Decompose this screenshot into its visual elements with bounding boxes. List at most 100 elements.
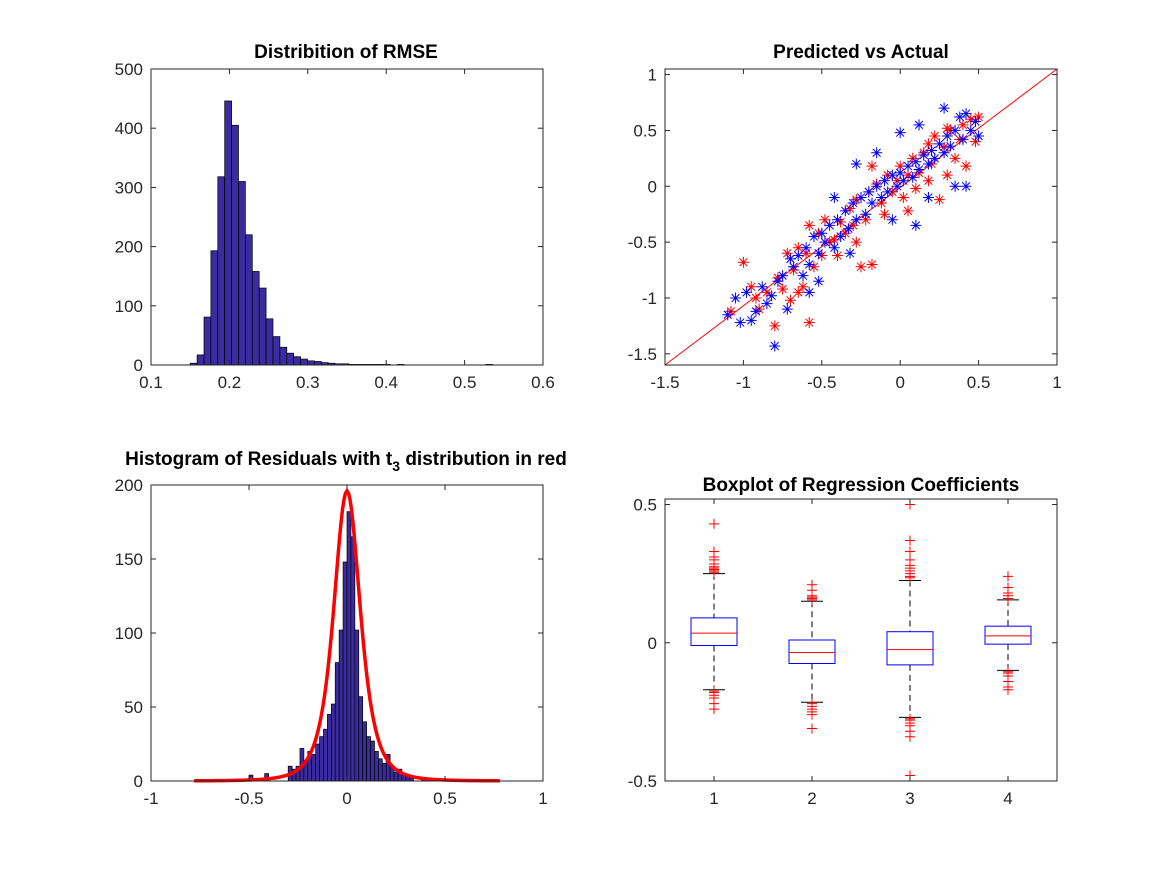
scatter-point <box>922 138 934 150</box>
x-tick-label: 0.3 <box>296 373 320 392</box>
scatter-point <box>902 160 914 172</box>
scatter-point <box>882 186 894 198</box>
scatter-point <box>973 111 985 123</box>
outlier-marker <box>905 535 915 546</box>
y-tick-label: 400 <box>115 119 143 138</box>
scatter-point <box>960 180 972 192</box>
scatter-point <box>808 231 820 243</box>
y-tick-label: 0 <box>648 634 657 653</box>
scatter-point <box>860 214 872 226</box>
residuals-histogram-title: Histogram of Residuals with t3 distribut… <box>125 449 567 474</box>
scatter-point <box>781 247 793 259</box>
scatter-point <box>944 140 956 152</box>
outlier-marker <box>709 567 719 578</box>
scatter-point <box>784 294 796 306</box>
y-tick-label: -1 <box>642 289 657 308</box>
scatter-point <box>871 147 883 159</box>
x-tick-label: 0.5 <box>967 373 991 392</box>
scatter-point <box>808 261 820 273</box>
scatter-point <box>941 122 953 134</box>
coefficient-boxplot-axes <box>664 498 1058 782</box>
scatter-point <box>797 270 809 282</box>
histogram-bar <box>346 511 352 782</box>
scatter-point <box>871 180 883 192</box>
boxplot-category-4 <box>984 571 1032 695</box>
scatter-point <box>761 286 773 298</box>
outlier-marker <box>709 704 719 715</box>
histogram-bar <box>350 536 356 782</box>
coefficient-boxplot-ticks: 1 2 3 4 -0.5 0 0.5 <box>628 496 1057 808</box>
outlier-marker <box>807 594 817 605</box>
scatter-point <box>761 298 773 310</box>
histogram-bar <box>378 758 383 782</box>
scatter-point <box>886 214 898 226</box>
x-tick-label: 0.2 <box>218 373 242 392</box>
scatter-point <box>933 194 945 206</box>
scatter-point <box>824 219 836 231</box>
scatter-point <box>929 130 941 142</box>
outlier-marker <box>1003 571 1013 582</box>
rmse-histogram-bars <box>189 100 493 366</box>
histogram-bar <box>224 100 232 366</box>
scatter-point <box>784 253 796 265</box>
predicted-vs-actual-marks <box>664 68 1058 366</box>
scatter-point <box>847 197 859 209</box>
scatter-point <box>969 136 981 148</box>
reference-line <box>664 68 1058 366</box>
scatter-point <box>855 191 867 203</box>
scatter-point <box>933 138 945 150</box>
scatter-point <box>973 130 985 142</box>
histogram-bar <box>210 250 219 366</box>
histogram-bar <box>272 336 281 366</box>
scatter-point <box>766 290 778 302</box>
histogram-bar <box>300 358 308 366</box>
residuals-histogram-axes <box>150 484 544 782</box>
predicted-vs-actual-panel: Predicted vs Actual -1.5 -1 -0.5 0 0.5 1-1.5-… <box>628 42 1062 392</box>
x-tick-label: -1 <box>736 373 751 392</box>
scatter-point <box>781 303 793 315</box>
scatter-point <box>813 275 825 287</box>
scatter-point <box>894 160 906 172</box>
scatter-point <box>949 180 961 192</box>
scatter-point <box>737 256 749 268</box>
histogram-bar <box>203 316 212 366</box>
histogram-bar <box>366 736 371 782</box>
scatter-point <box>938 102 950 114</box>
coefficient-boxplot-marks <box>690 499 1032 781</box>
scatter-point <box>745 314 757 326</box>
histogram-bar <box>258 287 267 366</box>
boxplot-category-2 <box>788 579 836 734</box>
scatter-point <box>897 175 909 187</box>
scatter-point <box>965 124 977 136</box>
outlier-marker <box>905 572 915 583</box>
scatter-point <box>835 216 847 228</box>
scatter-point <box>844 247 856 259</box>
scatter-point <box>803 317 815 329</box>
scatter-point <box>918 149 930 161</box>
outlier-marker <box>807 709 817 720</box>
predicted-vs-actual-title: Predicted vs Actual <box>773 42 949 63</box>
predicted-vs-actual-ticks: -1.5 -1 -0.5 0 0.5 1 -1.5 -1 -0.5 0 0.5 1 <box>628 66 1062 392</box>
scatter-point <box>741 286 753 298</box>
scatter-point <box>792 250 804 262</box>
scatter-point <box>922 158 934 170</box>
scatter-point <box>938 147 950 159</box>
histogram-bar <box>323 728 328 782</box>
scatter-point <box>891 175 903 187</box>
scatter-point <box>938 141 950 153</box>
x-tick-label: 0.1 <box>139 373 163 392</box>
scatter-point <box>891 180 903 192</box>
scatter-point <box>941 169 953 181</box>
y-tick-label: 100 <box>115 624 143 643</box>
scatter-point <box>792 286 804 298</box>
scatter-point <box>842 223 854 235</box>
scatter-point <box>800 242 812 254</box>
histogram-bar <box>330 703 336 782</box>
scatter-point <box>863 186 875 198</box>
histogram-bar <box>293 356 301 366</box>
histogram-bar <box>311 754 316 782</box>
histogram-bar <box>342 561 348 782</box>
rmse-histogram-title: Distribition of RMSE <box>254 42 438 63</box>
scatter-point <box>941 130 953 142</box>
